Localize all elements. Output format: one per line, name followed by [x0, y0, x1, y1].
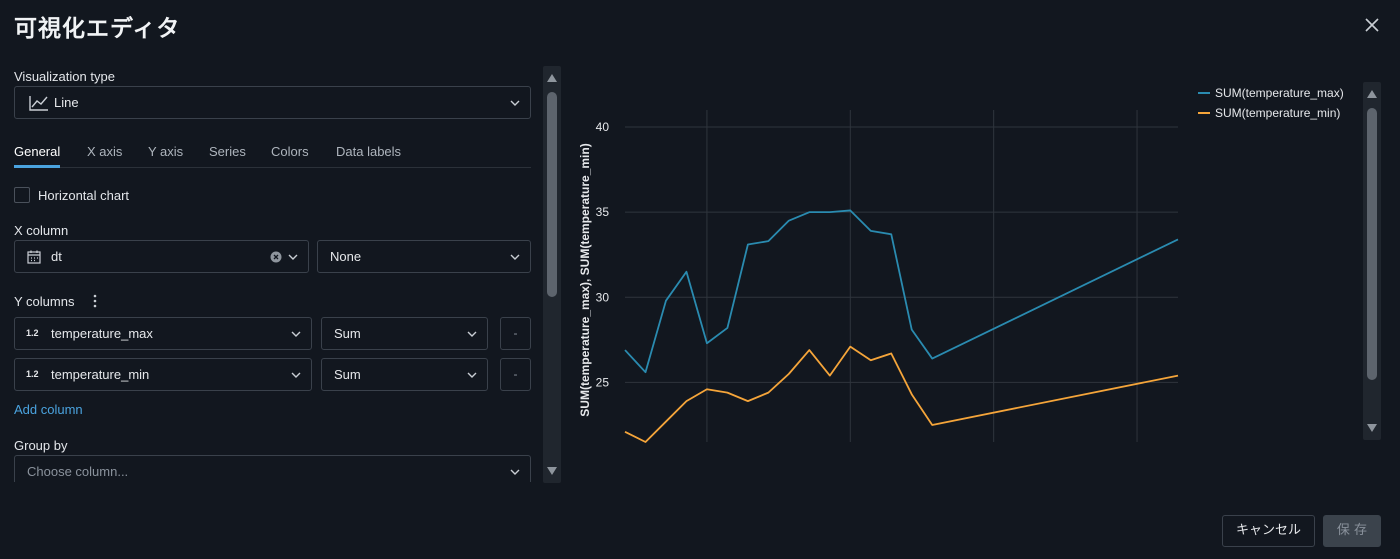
settings-panel: Visualization type Line General X axis Y… — [14, 62, 534, 482]
chevron-down-icon — [288, 253, 298, 261]
active-tab-indicator — [14, 165, 60, 168]
group-by-placeholder: Choose column... — [27, 464, 128, 479]
x-column-select[interactable]: dt — [14, 240, 309, 273]
x-column-label: X column — [14, 223, 68, 238]
settings-scrollbar[interactable] — [543, 66, 561, 483]
y-tick-label: 35 — [596, 205, 610, 219]
cancel-button[interactable]: キャンセル — [1222, 515, 1315, 547]
tab-data-labels[interactable]: Data labels — [336, 144, 401, 159]
chevron-down-icon — [510, 468, 520, 476]
scroll-up-icon[interactable] — [547, 74, 557, 82]
tab-colors[interactable]: Colors — [271, 144, 309, 159]
remove-column-button[interactable]: - — [500, 358, 531, 391]
group-by-select[interactable]: Choose column... — [14, 455, 531, 482]
viz-type-value: Line — [54, 95, 79, 110]
horizontal-chart-label: Horizontal chart — [38, 188, 129, 203]
dialog-title: 可視化エディタ — [14, 9, 180, 43]
legend-scrollbar[interactable] — [1363, 82, 1381, 440]
add-column-link[interactable]: Add column — [14, 402, 83, 417]
chevron-down-icon — [291, 371, 301, 379]
chevron-down-icon — [510, 99, 520, 107]
y-tick-label: 25 — [596, 375, 610, 389]
group-by-label: Group by — [14, 438, 67, 453]
y-axis-ticks: 25 30 35 40 — [596, 120, 610, 389]
tab-x-axis[interactable]: X axis — [87, 144, 122, 159]
tab-y-axis[interactable]: Y axis — [148, 144, 183, 159]
y-column-value: temperature_min — [51, 367, 149, 382]
chevron-down-icon — [467, 330, 477, 338]
more-options-icon[interactable] — [92, 294, 98, 308]
clear-icon[interactable] — [270, 251, 282, 263]
chart-series — [625, 210, 1178, 442]
y-column-select[interactable]: 1.2 temperature_min — [14, 358, 312, 391]
chevron-down-icon — [467, 371, 477, 379]
line-chart: 25 30 35 40 SUM(temperature_max), SUM(tempe… — [570, 80, 1370, 460]
x-scale-select[interactable]: None — [317, 240, 531, 273]
horizontal-chart-checkbox[interactable] — [14, 187, 30, 203]
aggregation-value: Sum — [334, 367, 361, 382]
scrollbar-thumb[interactable] — [1367, 108, 1377, 380]
scroll-down-icon[interactable] — [547, 467, 557, 475]
chevron-down-icon — [291, 330, 301, 338]
x-scale-value: None — [330, 249, 361, 264]
y-tick-label: 40 — [596, 120, 610, 134]
chart-legend: SUM(temperature_max) SUM(temperature_min) — [1198, 86, 1344, 120]
tab-general[interactable]: General — [14, 144, 60, 159]
chevron-down-icon — [510, 253, 520, 261]
scroll-up-icon[interactable] — [1367, 90, 1377, 98]
calendar-icon — [27, 250, 41, 264]
aggregation-select[interactable]: Sum — [321, 317, 488, 350]
y-columns-label: Y columns — [14, 294, 74, 309]
aggregation-select[interactable]: Sum — [321, 358, 488, 391]
series-line-temperature-max — [625, 210, 1178, 372]
remove-column-button[interactable]: - — [500, 317, 531, 350]
x-column-value: dt — [51, 249, 62, 264]
numeric-type-icon: 1.2 — [26, 369, 39, 379]
settings-tabs: General X axis Y axis Series Colors Data… — [14, 142, 531, 168]
y-tick-label: 30 — [596, 290, 610, 304]
legend-label: SUM(temperature_max) — [1215, 86, 1344, 100]
legend-label: SUM(temperature_min) — [1215, 106, 1340, 120]
scroll-down-icon[interactable] — [1367, 424, 1377, 432]
viz-type-select[interactable]: Line — [14, 86, 531, 119]
y-axis-label: SUM(temperature_max), SUM(temperature_mi… — [578, 143, 592, 416]
scrollbar-thumb[interactable] — [547, 92, 557, 297]
tab-series[interactable]: Series — [209, 144, 246, 159]
close-icon[interactable] — [1362, 15, 1382, 35]
numeric-type-icon: 1.2 — [26, 328, 39, 338]
y-column-value: temperature_max — [51, 326, 153, 341]
line-chart-icon — [28, 94, 50, 112]
aggregation-value: Sum — [334, 326, 361, 341]
series-line-temperature-min — [625, 347, 1178, 442]
y-column-select[interactable]: 1.2 temperature_max — [14, 317, 312, 350]
viz-type-label: Visualization type — [14, 69, 115, 84]
save-button[interactable]: 保 存 — [1323, 515, 1381, 547]
